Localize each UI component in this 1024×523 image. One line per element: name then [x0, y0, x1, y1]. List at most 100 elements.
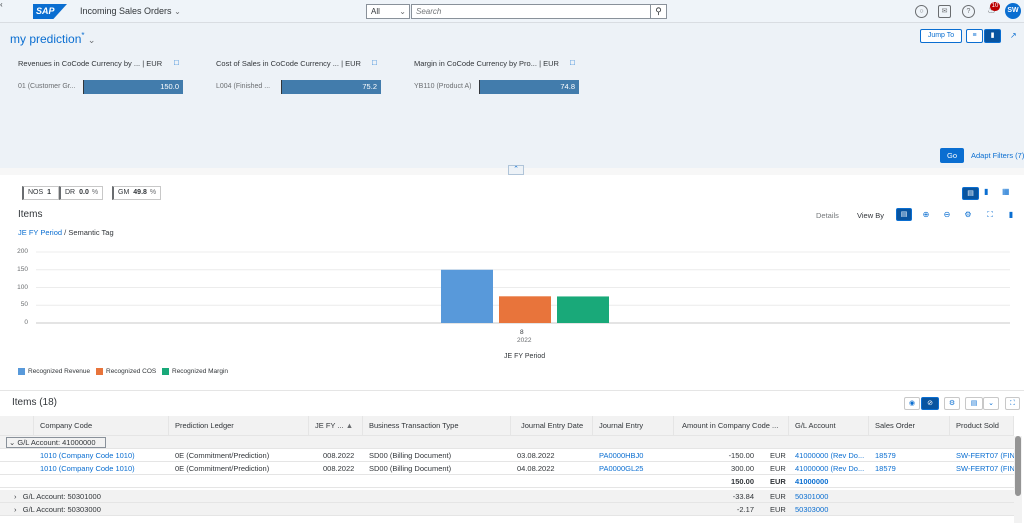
filter-bar[interactable]: 75.2	[281, 80, 381, 94]
zoom-in-icon[interactable]: ⊕	[922, 210, 930, 219]
group-header[interactable]: › G/L Account: 50301000	[14, 490, 214, 503]
filter-dialog-icon[interactable]: □	[570, 58, 575, 67]
scrollbar-thumb[interactable]	[1015, 436, 1021, 496]
details-button[interactable]: Details	[816, 211, 839, 220]
group-row[interactable]: ⌄ G/L Account: 41000000	[0, 436, 1014, 449]
column-header-journal-entry-date[interactable]: Journal Entry Date	[511, 416, 593, 436]
column-header-journal-entry[interactable]: Journal Entry	[593, 416, 674, 436]
table-row[interactable]: 1010 (Company Code 1010) 0E (Commitment/…	[0, 462, 1014, 475]
fullscreen-icon[interactable]: ⛶	[1005, 397, 1020, 410]
table-settings-icon[interactable]: ⚙	[944, 397, 960, 410]
kpi-tag[interactable]: NOS 1	[22, 186, 60, 200]
filter-bar[interactable]: 74.8	[479, 80, 579, 94]
chart-type-icon[interactable]: ▮	[1008, 210, 1014, 219]
back-icon[interactable]: ‹	[0, 0, 3, 9]
chevron-right-icon: ›	[14, 505, 17, 514]
group-header[interactable]: › G/L Account: 50303000	[14, 503, 214, 516]
kpi-tag[interactable]: GM 49.8%	[112, 186, 162, 200]
subtotal-currency: EUR	[770, 477, 786, 486]
hide-icon[interactable]: ⊘	[921, 397, 939, 410]
legend-label[interactable]: Recognized Revenue	[28, 368, 91, 375]
sales-order-link[interactable]: 18579	[875, 451, 896, 460]
sales-order-link[interactable]: 18579	[875, 464, 896, 473]
kpi-value: 1	[47, 189, 52, 196]
kpi-name: GM	[118, 189, 130, 196]
journal-entry-link[interactable]: PA0000GL25	[599, 464, 644, 473]
journal-entry-link[interactable]: PA0000HBJ0	[599, 451, 644, 460]
breadcrumb-link[interactable]: JE FY Period	[18, 228, 63, 237]
gl-account-link[interactable]: 41000000 (Rev Do...	[795, 451, 865, 460]
column-header-company-code[interactable]: Company Code	[34, 416, 169, 436]
company-code-link[interactable]: 1010 (Company Code 1010)	[40, 464, 135, 473]
kpi-tag[interactable]: DR 0.0%	[59, 186, 104, 200]
search-scope-select[interactable]: All ⌄	[366, 4, 410, 19]
selector-header	[0, 416, 34, 436]
legend-toggle-icon[interactable]: ▤	[896, 208, 912, 221]
fullscreen-icon[interactable]: ⛶	[987, 210, 993, 219]
settings-icon[interactable]: ⚙	[964, 210, 972, 219]
column-header-amount[interactable]: Amount in Company Code ...	[674, 416, 789, 436]
table-row[interactable]: 1010 (Company Code 1010) 0E (Commitment/…	[0, 449, 1014, 462]
column-header-je-fy-period[interactable]: JE FY ... ▲	[309, 416, 363, 436]
gl-account-link[interactable]: 41000000 (Rev Do...	[795, 464, 865, 473]
chevron-down-icon: ⌄	[399, 7, 406, 16]
show-details-icon[interactable]: ◉	[904, 397, 920, 410]
avatar[interactable]: SW	[1005, 3, 1021, 19]
copilot-icon[interactable]: ○	[915, 5, 928, 18]
date-cell: 04.08.2022	[517, 464, 555, 473]
go-button[interactable]: Go	[940, 148, 964, 163]
chart-view-icon[interactable]: ▮	[984, 187, 989, 196]
company-code-link[interactable]: 1010 (Company Code 1010)	[40, 451, 135, 460]
export-icon[interactable]: ▤	[965, 397, 983, 410]
column-header-label: JE FY ...	[315, 421, 344, 430]
legend-label[interactable]: Recognized Margin	[172, 368, 229, 375]
list-view-icon[interactable]: ≡	[966, 29, 983, 43]
visual-filter-icon[interactable]: ▮	[984, 29, 1001, 43]
filter-bar[interactable]: 150.0	[83, 80, 183, 94]
legend-swatch	[162, 368, 169, 375]
filter-title: Margin in CoCode Currency by Pro... | EU…	[414, 59, 559, 68]
search-input[interactable]: Search	[411, 4, 651, 19]
bar-recognized-revenue[interactable]	[441, 269, 493, 323]
group-row[interactable]: › G/L Account: 50301000 -33.84 EUR 50301…	[0, 490, 1014, 503]
chart-canvas	[36, 251, 1010, 324]
group-gl-link[interactable]: 50303000	[795, 505, 829, 514]
table-view-icon[interactable]: ▦	[1002, 187, 1010, 196]
filter-dialog-icon[interactable]: □	[174, 58, 179, 67]
subtotal-gl-link[interactable]: 41000000	[795, 477, 829, 486]
help-icon[interactable]: ?	[962, 5, 975, 18]
view-by-button[interactable]: View By	[857, 211, 884, 220]
export-menu-chevron-down-icon[interactable]: ⌄	[983, 397, 999, 410]
share-icon[interactable]: ↗	[1010, 31, 1017, 40]
group-row[interactable]: › G/L Account: 50303000 -2.17 EUR 503030…	[0, 503, 1014, 516]
feedback-icon[interactable]: ✉	[938, 5, 951, 18]
zoom-out-icon[interactable]: ⊖	[943, 210, 951, 219]
product-link[interactable]: SW-FERT07 (FIN4	[956, 451, 1014, 460]
chart-table-view-icon[interactable]: ▤	[962, 187, 979, 200]
chevron-down-icon: ⌄	[9, 438, 16, 447]
product-link[interactable]: SW-FERT07 (FIN4	[956, 464, 1014, 473]
search-icon[interactable]: ⚲	[650, 4, 667, 19]
btt-cell: SD00 (Billing Document)	[369, 451, 452, 460]
variant-management[interactable]: my prediction* ⌄	[10, 31, 95, 46]
group-header[interactable]: ⌄ G/L Account: 41000000	[6, 437, 106, 448]
amount-cell: -150.00	[728, 451, 754, 460]
group-gl-link[interactable]: 50301000	[795, 492, 829, 501]
collapse-header-icon[interactable]: ⌃	[508, 165, 524, 175]
jump-to-button[interactable]: Jump To	[920, 29, 962, 43]
bar-recognized-cos[interactable]	[499, 296, 551, 323]
y-tick-label: 200	[17, 248, 28, 255]
bar-recognized-margin[interactable]	[557, 296, 609, 323]
column-header-business-transaction-type[interactable]: Business Transaction Type	[363, 416, 511, 436]
column-header-product-sold[interactable]: Product Sold	[950, 416, 1014, 436]
column-header-sales-order[interactable]: Sales Order	[869, 416, 950, 436]
app-title-menu[interactable]: Incoming Sales Orders ⌄	[80, 6, 181, 16]
column-header-prediction-ledger[interactable]: Prediction Ledger	[169, 416, 309, 436]
chevron-down-icon: ⌄	[174, 7, 181, 16]
filter-dialog-icon[interactable]: □	[372, 58, 377, 67]
legend-label[interactable]: Recognized COS	[106, 368, 157, 375]
adapt-filters-link[interactable]: Adapt Filters (7)	[971, 151, 1024, 160]
column-header-gl-account[interactable]: G/L Account	[789, 416, 869, 436]
legend-swatch	[18, 368, 25, 375]
btt-cell: SD00 (Billing Document)	[369, 464, 452, 473]
